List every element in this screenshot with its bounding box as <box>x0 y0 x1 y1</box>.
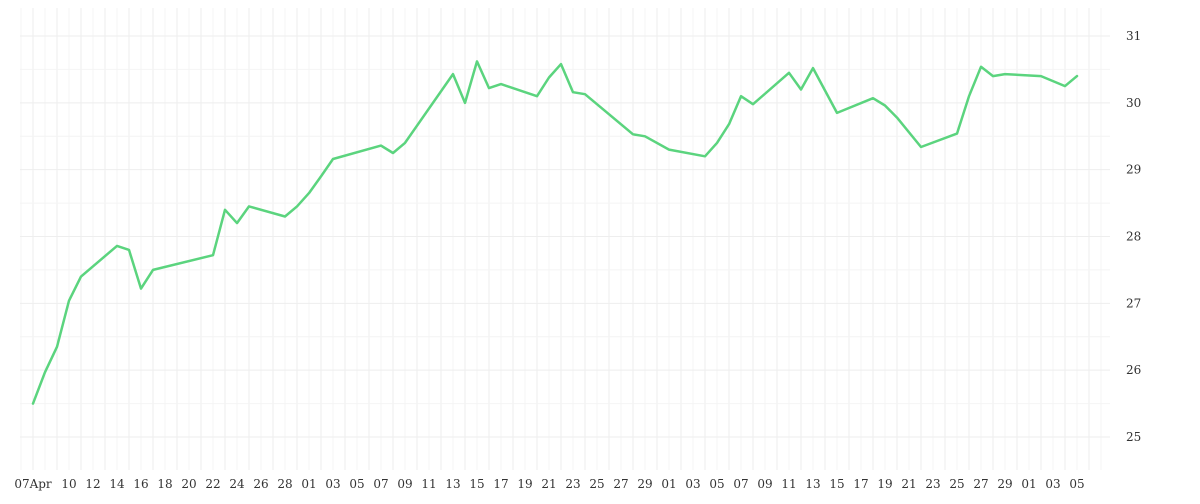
x-tick-label: 07 <box>733 477 748 491</box>
x-tick-label: 19 <box>877 477 892 491</box>
x-tick-label: 12 <box>85 477 100 491</box>
y-tick-label: 30 <box>1126 96 1141 110</box>
x-tick-label: 24 <box>229 477 245 491</box>
x-tick-label: 19 <box>517 477 532 491</box>
x-tick-label: 17 <box>853 477 868 491</box>
y-tick-label: 29 <box>1126 163 1141 177</box>
x-tick-label: 23 <box>925 477 940 491</box>
x-tick-label: 03 <box>1045 477 1060 491</box>
x-tick-label: 03 <box>325 477 340 491</box>
x-tick-label: 07 <box>373 477 388 491</box>
x-tick-label: 29 <box>997 477 1012 491</box>
x-tick-label: 29 <box>637 477 652 491</box>
x-tick-label: 11 <box>421 477 436 491</box>
x-tick-label: 09 <box>757 477 772 491</box>
x-tick-label: 20 <box>181 477 196 491</box>
x-tick-label: 23 <box>565 477 580 491</box>
x-tick-label: 01 <box>1021 477 1036 491</box>
x-tick-label: 03 <box>685 477 700 491</box>
x-tick-label: 14 <box>109 477 125 491</box>
x-axis: 07Apr 10 12 14 16 18 20 22 24 26 28 01 03 05 07 09 11 13 1… <box>14 477 1084 491</box>
series-line <box>33 61 1077 403</box>
x-tick-label: 05 <box>709 477 724 491</box>
x-tick-label: 17 <box>493 477 508 491</box>
x-tick-label: 05 <box>349 477 364 491</box>
x-tick-label: 27 <box>613 477 628 491</box>
grid <box>20 8 1110 470</box>
y-tick-label: 27 <box>1126 296 1141 310</box>
x-tick-label: 13 <box>445 477 460 491</box>
x-tick-label: 25 <box>949 477 964 491</box>
x-tick-label: 16 <box>133 477 148 491</box>
x-tick-label: 18 <box>157 477 172 491</box>
x-tick-label: 21 <box>541 477 556 491</box>
y-tick-label: 31 <box>1126 29 1141 43</box>
x-tick-label: 10 <box>61 477 76 491</box>
series-layer <box>33 61 1077 403</box>
y-tick-label: 26 <box>1126 363 1141 377</box>
y-tick-label: 28 <box>1126 230 1141 244</box>
x-tick-label: 01 <box>301 477 316 491</box>
x-tick-label: 22 <box>205 477 220 491</box>
x-tick-label: 15 <box>829 477 844 491</box>
x-tick-label: 01 <box>661 477 676 491</box>
x-tick-label: 21 <box>901 477 916 491</box>
y-tick-label: 25 <box>1126 430 1141 444</box>
y-axis: 25 26 27 28 29 30 31 <box>1126 29 1141 444</box>
x-tick-label: 05 <box>1069 477 1084 491</box>
x-tick-label: 09 <box>397 477 412 491</box>
x-tick-label: 26 <box>253 477 268 491</box>
x-tick-label: 28 <box>277 477 292 491</box>
x-tick-label: 15 <box>469 477 484 491</box>
x-tick-label: 07Apr <box>14 477 52 491</box>
x-tick-label: 13 <box>805 477 820 491</box>
x-tick-label: 27 <box>973 477 988 491</box>
x-tick-label: 25 <box>589 477 604 491</box>
x-tick-label: 11 <box>781 477 796 491</box>
